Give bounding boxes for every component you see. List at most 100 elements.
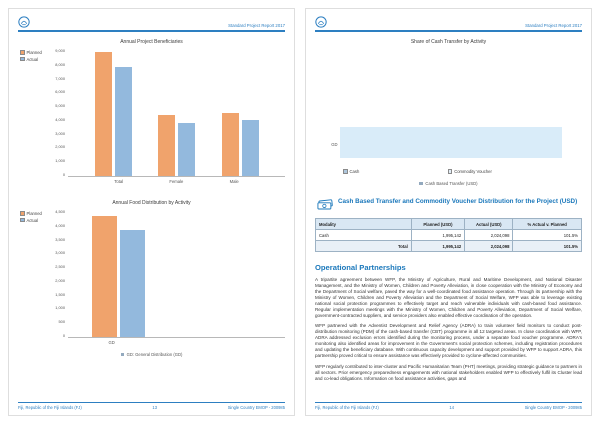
paragraph: WFP regularly contributed to inter-clust… — [315, 363, 582, 381]
plot-box — [68, 49, 285, 177]
x-category-label: GD — [108, 340, 115, 345]
partnerships-title: Operational Partnerships — [315, 263, 406, 272]
plot-box — [68, 210, 285, 338]
chart-legend: Cash Commodity Voucher — [343, 169, 582, 174]
legend-item-commodity-voucher: Commodity Voucher — [447, 169, 492, 174]
bar-planned-total — [94, 51, 112, 176]
x-category-labels: Total Female Male — [68, 179, 285, 184]
bar-cash — [340, 127, 562, 158]
x-category-label: Female — [169, 179, 184, 184]
page-footer: Fiji, Republic of the Fiji Islands (FJ) … — [315, 402, 582, 410]
x-category-label: Male — [229, 179, 239, 184]
chart-title: Annual Project Beneficiaries — [120, 39, 183, 45]
bar-actual-male — [241, 120, 259, 176]
legend-swatch-icon — [20, 217, 25, 223]
legend-swatch-icon — [20, 211, 25, 216]
y-axis-label: GD — [331, 142, 338, 147]
y-tick-label: 2,500 — [55, 264, 65, 270]
page-header: Standard Project Report 2017 — [18, 15, 285, 32]
y-axis: 9,000 8,000 7,000 6,000 5,000 4,000 3,000 2,000… — [44, 49, 68, 177]
chart-annual-project-beneficiaries: Annual Project Beneficiaries Planned Actua… — [18, 39, 285, 184]
table-cell: 2,024,098 — [464, 229, 514, 241]
footer-report-ref: Single Country EMOP - 200985 — [524, 405, 582, 410]
x-category-labels: GD — [68, 340, 285, 345]
y-tick-label: 4,000 — [55, 222, 65, 228]
cash-section-title: Cash Based Transfer and Commodity Vouche… — [338, 198, 578, 205]
y-tick-label: 9,000 — [55, 48, 65, 53]
table-row: Cash 1,995,142 2,024,098 101.5% — [315, 229, 582, 241]
table-header-row: Modality Planned (USD) Actual (USD)% Actua… — [315, 218, 582, 230]
column-header: Actual (USD) — [464, 218, 514, 230]
cash-section-heading: Cash Based Transfer and Commodity Vouche… — [315, 198, 582, 211]
column-header: Planned (USD) — [410, 218, 466, 230]
table-cell: Total — [315, 240, 412, 252]
table-cell: 1,995,142 — [410, 240, 466, 252]
legend-label: Commodity Voucher — [454, 169, 492, 174]
table-cell: 1,995,142 — [410, 229, 466, 241]
paragraph: WFP partnered with the Adventist Develop… — [315, 323, 582, 358]
bar-actual-total — [114, 67, 132, 176]
plot-box — [340, 49, 562, 163]
footnote-marker-icon — [120, 352, 125, 357]
chart-title: Annual Food Distribution by Activity — [112, 200, 191, 206]
bar-planned-male — [221, 112, 239, 176]
x-axis: Total Female Male — [44, 177, 285, 184]
x-category-label: Total — [114, 179, 124, 184]
table-cell: 2,024,098 — [464, 240, 514, 252]
wfp-logo-icon — [315, 16, 327, 28]
footnote-text: Cash Based Transfer (USD) — [425, 181, 478, 186]
bar-groups — [68, 49, 285, 176]
page-number: 13 — [152, 405, 157, 410]
wfp-logo-icon — [18, 16, 30, 28]
y-tick-label: 3,500 — [55, 236, 65, 242]
footer-report-ref: Single Country EMOP - 200985 — [227, 405, 285, 410]
table-cell: 101.5% — [512, 229, 582, 241]
page-left: Standard Project Report 2017 Annual Proj… — [8, 8, 295, 416]
footer-project: Fiji, Republic of the Fiji Islands (FJ) — [315, 405, 379, 410]
column-header: Modality — [315, 218, 412, 230]
legend-item-cash: Cash — [343, 169, 359, 174]
table-total-row: Total 1,995,142 2,024,098 101.5% — [315, 240, 582, 252]
chart-title: Share of Cash Transfer by Activity — [410, 39, 487, 45]
partnership-paragraphs: A tripartite agreement between WFP, the … — [315, 277, 582, 382]
report-title: Standard Project Report 2017 — [228, 23, 285, 28]
bar-group-total — [94, 49, 132, 176]
y-tick-label: 8,000 — [55, 61, 65, 67]
page-right: Standard Project Report 2017 Share of Ca… — [305, 8, 592, 416]
footnote-text: GD: General Distribution (GD) — [126, 352, 183, 357]
cash-table: Modality Planned (USD) Actual (USD)% Actua… — [315, 218, 582, 252]
y-tick-label: 1,000 — [55, 158, 65, 164]
chart-footnote: Cash Based Transfer (USD) — [315, 181, 582, 186]
chart-footnote: GD: General Distribution (GD) — [18, 352, 285, 357]
legend-swatch-icon — [447, 169, 453, 174]
y-tick-label: 0 — [62, 333, 65, 339]
y-tick-label: 2,000 — [55, 144, 65, 150]
legend-label: Cash — [349, 169, 360, 174]
y-tick-label: 0 — [62, 172, 65, 178]
report-title: Standard Project Report 2017 — [525, 23, 582, 28]
legend-label: Actual — [26, 217, 39, 223]
bar-group-male — [221, 49, 259, 176]
x-axis: GD — [44, 338, 285, 345]
chart-plot-area: GD — [327, 49, 578, 163]
y-axis: 4,500 4,000 3,500 3,000 2,500 2,000 1,500 1,000… — [44, 210, 68, 338]
bar-actual-gd — [119, 229, 145, 337]
table-cell: 101.5% — [512, 240, 582, 252]
y-tick-label: 5,000 — [55, 103, 65, 109]
chart-legend: Planned Actual — [20, 211, 42, 223]
chart-plot-area: 4,500 4,000 3,500 3,000 2,500 2,000 1,500 1,000… — [44, 210, 285, 338]
legend-item-planned: Planned — [20, 50, 42, 55]
legend-label: Planned — [26, 211, 42, 216]
footer-project: Fiji, Republic of the Fiji Islands (FJ) — [18, 405, 82, 410]
legend-swatch-icon — [343, 169, 348, 174]
page-footer: Fiji, Republic of the Fiji Islands (FJ) … — [18, 402, 285, 410]
bar-planned-female — [158, 115, 175, 176]
y-tick-label: 1,500 — [55, 291, 65, 297]
legend-item-actual: Actual — [20, 57, 42, 62]
legend-item-actual: Actual — [20, 218, 42, 223]
y-tick-label: 7,000 — [55, 75, 65, 81]
legend-item-planned: Planned — [20, 211, 42, 216]
y-tick-label: 3,000 — [55, 130, 65, 136]
y-tick-label: 4,500 — [55, 209, 65, 214]
